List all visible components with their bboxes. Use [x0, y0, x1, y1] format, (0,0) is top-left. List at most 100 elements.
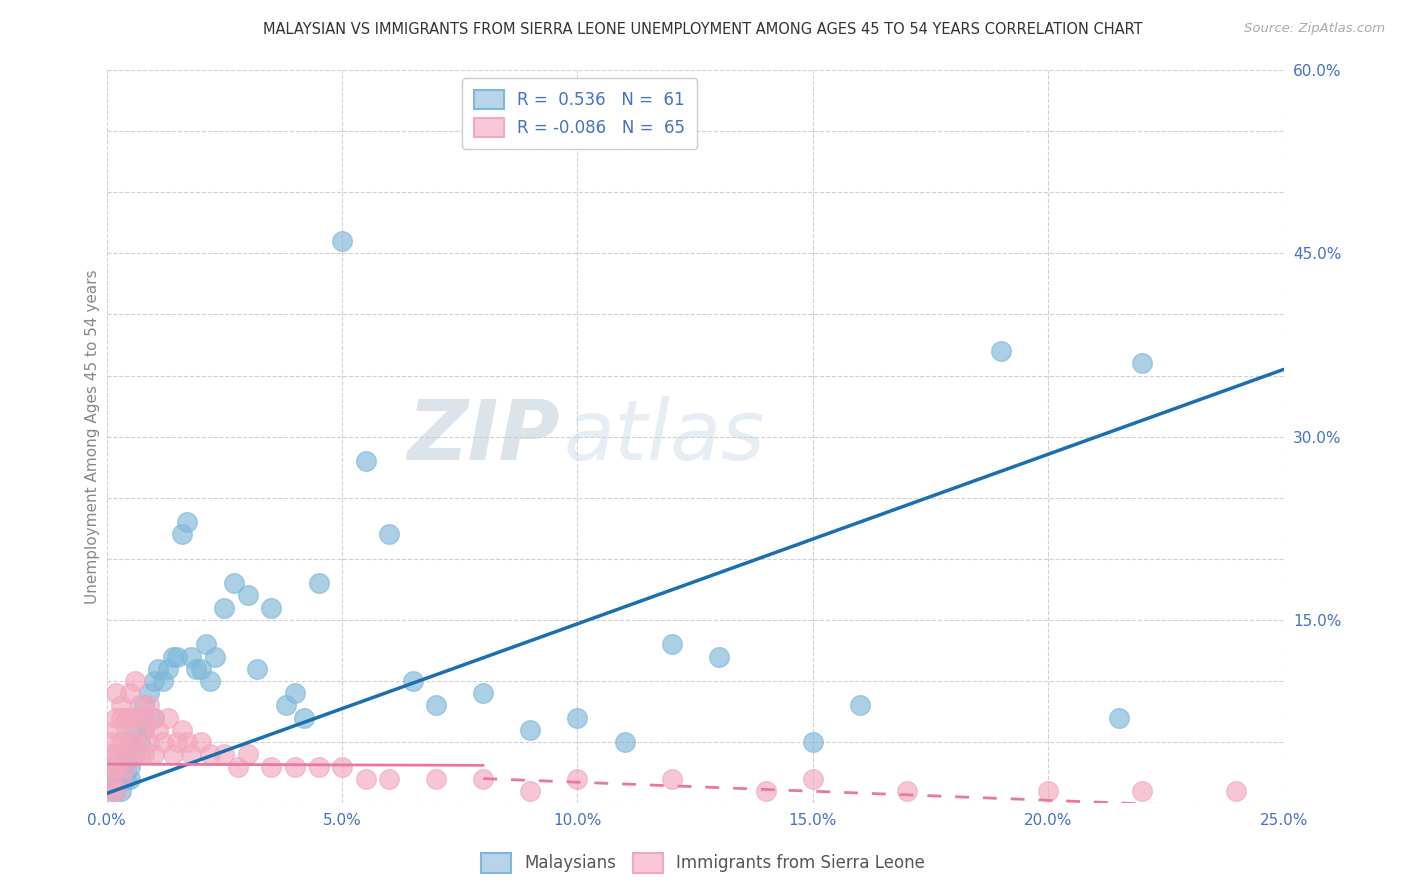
Point [162, 649, 184, 664]
Point [134, 747, 156, 762]
Point [896, 784, 918, 798]
Point [114, 747, 136, 762]
Point [284, 686, 307, 700]
Point [105, 759, 128, 773]
Legend: R =  0.536   N =  61, R = -0.086   N =  65: R = 0.536 N = 61, R = -0.086 N = 65 [463, 78, 697, 149]
Point [849, 698, 872, 713]
Point [294, 711, 316, 725]
Point [661, 637, 683, 651]
Point [142, 673, 165, 688]
Point [128, 711, 150, 725]
Point [354, 772, 377, 786]
Point [114, 711, 136, 725]
Point [519, 784, 541, 798]
Point [100, 735, 122, 749]
Point [105, 772, 128, 786]
Point [204, 649, 226, 664]
Point [100, 747, 122, 762]
Point [1108, 711, 1130, 725]
Point [176, 735, 198, 749]
Text: MALAYSIAN VS IMMIGRANTS FROM SIERRA LEONE UNEMPLOYMENT AMONG AGES 45 TO 54 YEARS: MALAYSIAN VS IMMIGRANTS FROM SIERRA LEON… [263, 22, 1143, 37]
Point [260, 759, 283, 773]
Point [120, 759, 142, 773]
Point [567, 711, 589, 725]
Point [190, 735, 212, 749]
Point [138, 735, 160, 749]
Point [378, 527, 401, 541]
Point [110, 735, 132, 749]
Point [284, 759, 307, 773]
Point [176, 515, 198, 529]
Point [222, 576, 245, 591]
Point [105, 784, 128, 798]
Point [661, 772, 683, 786]
Point [120, 735, 142, 749]
Point [110, 759, 132, 773]
Point [114, 759, 136, 773]
Point [260, 600, 283, 615]
Point [200, 673, 222, 688]
Point [128, 747, 150, 762]
Point [134, 723, 156, 737]
Point [105, 686, 128, 700]
Point [166, 649, 188, 664]
Point [519, 723, 541, 737]
Point [124, 711, 146, 725]
Point [120, 711, 142, 725]
Point [105, 784, 128, 798]
Point [128, 735, 150, 749]
Point [330, 234, 353, 248]
Point [402, 673, 425, 688]
Point [214, 600, 236, 615]
Point [138, 686, 160, 700]
Point [184, 662, 207, 676]
Point [567, 772, 589, 786]
Point [194, 637, 217, 651]
Point [472, 686, 495, 700]
Point [1130, 356, 1153, 370]
Point [114, 772, 136, 786]
Point [162, 747, 184, 762]
Point [274, 698, 297, 713]
Point [200, 747, 222, 762]
Point [1038, 784, 1060, 798]
Point [110, 711, 132, 725]
Point [156, 662, 179, 676]
Legend: Malaysians, Immigrants from Sierra Leone: Malaysians, Immigrants from Sierra Leone [474, 847, 932, 880]
Point [100, 784, 122, 798]
Y-axis label: Unemployment Among Ages 45 to 54 years: Unemployment Among Ages 45 to 54 years [86, 269, 100, 604]
Point [105, 747, 128, 762]
Point [425, 698, 447, 713]
Point [156, 711, 179, 725]
Point [100, 759, 122, 773]
Point [124, 723, 146, 737]
Point [124, 673, 146, 688]
Point [100, 772, 122, 786]
Point [100, 784, 122, 798]
Point [180, 747, 202, 762]
Point [308, 759, 330, 773]
Point [330, 759, 353, 773]
Point [152, 735, 174, 749]
Text: Source: ZipAtlas.com: Source: ZipAtlas.com [1244, 22, 1385, 36]
Point [105, 711, 128, 725]
Point [246, 662, 269, 676]
Point [308, 576, 330, 591]
Point [613, 735, 636, 749]
Point [180, 649, 202, 664]
Point [190, 662, 212, 676]
Point [354, 454, 377, 468]
Point [124, 747, 146, 762]
Point [148, 662, 170, 676]
Text: atlas: atlas [564, 396, 765, 477]
Point [152, 673, 174, 688]
Point [472, 772, 495, 786]
Point [110, 784, 132, 798]
Point [134, 698, 156, 713]
Point [105, 759, 128, 773]
Point [166, 735, 188, 749]
Point [100, 772, 122, 786]
Point [1225, 784, 1247, 798]
Point [134, 711, 156, 725]
Point [142, 711, 165, 725]
